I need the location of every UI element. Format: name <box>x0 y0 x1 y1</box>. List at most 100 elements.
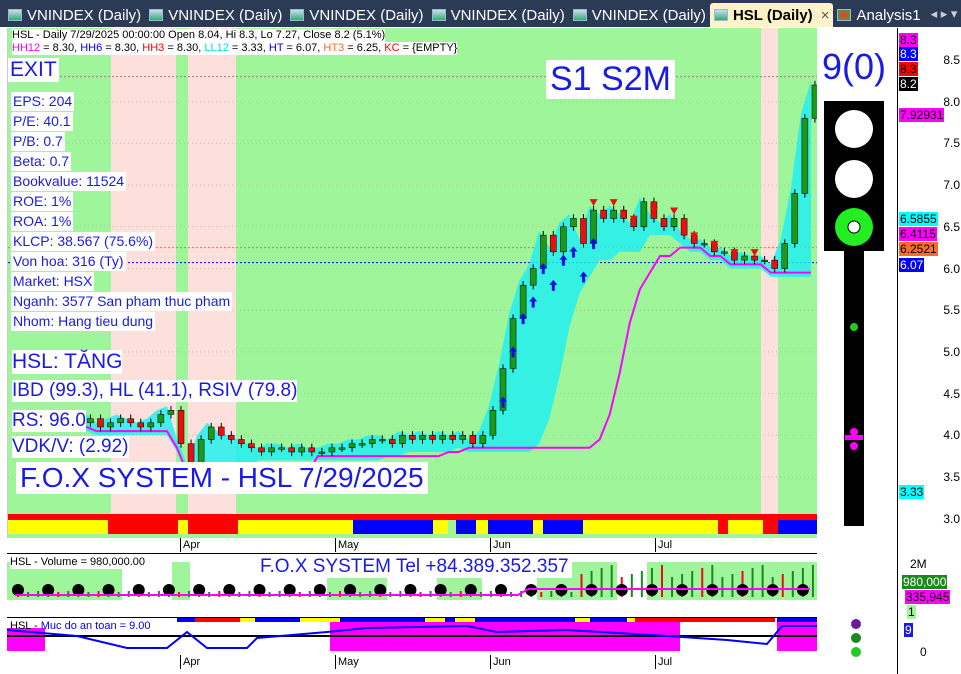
volume-pane: HSL - Volume = 980,000.00 F.O.X SYSTEM T… <box>7 553 817 600</box>
volume-average <box>15 588 810 596</box>
candle <box>801 118 809 194</box>
fundamental-item: EPS: 204 <box>11 92 75 111</box>
tab-5[interactable]: HSL (Daily) × <box>709 3 834 27</box>
candle <box>610 209 617 219</box>
candle <box>620 209 627 219</box>
pole-dot-icon <box>850 323 858 331</box>
candle <box>751 255 758 261</box>
safety-color-bar <box>255 618 300 622</box>
price-tick: 4.5 <box>943 386 960 401</box>
candle <box>318 451 326 454</box>
safety-color-bar <box>455 618 475 622</box>
safety-axis-0: 0 <box>920 645 927 659</box>
indicator-name: KC <box>384 42 400 54</box>
candle <box>207 426 215 440</box>
signal-bar-segment <box>778 520 817 534</box>
candle <box>721 251 728 254</box>
volume-marker <box>313 584 326 596</box>
volume-avg-tag: 335,945 <box>905 590 951 604</box>
tab-4[interactable]: VNINDEX (Daily) <box>569 3 710 27</box>
fundamental-item: Beta: 0.7 <box>11 152 72 171</box>
indicator-value: = {EMPTY} <box>399 42 458 54</box>
tab-6[interactable]: Analysis1 <box>833 3 924 27</box>
tab-0[interactable]: VNINDEX (Daily) <box>4 3 145 27</box>
buy-arrow-icon <box>519 313 528 325</box>
buy-arrow-icon <box>579 271 588 283</box>
candle <box>459 435 466 440</box>
candle <box>449 435 456 440</box>
traffic-light-panel: 9(0) <box>817 28 897 538</box>
buy-arrow-icon <box>569 246 578 258</box>
safety-color-bar <box>627 618 635 622</box>
signal-bar-segment <box>353 520 433 534</box>
tab-label: HSL (Daily) <box>732 6 813 24</box>
price-chart[interactable]: HSL - Daily 7/29/2025 00:00:00 Open 8.04… <box>7 28 817 538</box>
volume-axis-2m: 2M <box>910 557 927 571</box>
price-plot <box>8 28 817 534</box>
indicator-name: LL12 <box>204 42 229 54</box>
volume-marker <box>464 584 477 596</box>
candle <box>147 422 155 428</box>
candle <box>811 84 817 119</box>
system-title: F.O.X SYSTEM - HSL 7/29/2025 <box>16 462 428 494</box>
candle <box>781 243 788 269</box>
axis-line <box>897 28 898 674</box>
candle <box>97 418 104 428</box>
price-tick: 7.5 <box>943 136 960 151</box>
traffic-light-pole <box>844 250 864 526</box>
pole-dot-icon <box>850 442 858 450</box>
vdk-text: VDK/V: (2.92) <box>12 436 129 458</box>
price-tag: 6.5855 <box>899 212 938 226</box>
month-label: Jul <box>655 655 672 669</box>
indicator-value: = 6.07, <box>283 42 324 54</box>
safety-color-bar <box>575 618 590 622</box>
price-tag: 6.2521 <box>899 242 938 256</box>
volume-marker <box>404 584 417 596</box>
signal-bar-segment <box>433 520 448 534</box>
candle <box>117 418 124 424</box>
candle <box>560 226 567 253</box>
month-label: Jun <box>490 655 511 669</box>
price-tick: 5.0 <box>943 344 960 359</box>
safety-color-bar <box>475 618 575 622</box>
tab-label: VNINDEX (Daily) <box>591 6 706 24</box>
fundamental-item: Market: HSX <box>11 272 95 291</box>
candle <box>228 435 235 440</box>
price-tick: 6.5 <box>943 219 960 234</box>
price-tick: 6.0 <box>943 261 960 276</box>
volume-marker <box>374 584 387 596</box>
price-tick: 8.0 <box>943 94 960 109</box>
light-yellow-off-icon <box>835 160 873 198</box>
signal-bar-segment <box>543 520 583 534</box>
safety-color-bar <box>195 618 240 622</box>
ratings-text: IBD (99.3), HL (41.1), RSIV (79.8) <box>12 380 298 402</box>
candle <box>389 439 396 444</box>
fundamental-item: KLCP: 38.567 (75.6%) <box>11 232 156 251</box>
safety-color-bar <box>445 618 455 622</box>
indicator-value: = 8.30, <box>40 42 81 54</box>
safety-zone <box>7 628 45 651</box>
tab-2[interactable]: VNINDEX (Daily) <box>286 3 427 27</box>
signal-bar-segment <box>178 520 188 534</box>
safety-color-bar <box>300 618 340 622</box>
tab-label: VNINDEX (Daily) <box>27 6 142 24</box>
tab-1[interactable]: VNINDEX (Daily) <box>145 3 286 27</box>
price-tag: 6.4115 <box>899 227 937 241</box>
buy-arrow-icon <box>539 263 548 275</box>
signal-bar-top <box>8 514 817 520</box>
tab-nav-arrows-icon[interactable]: ◂ ▸ ▾ <box>930 6 958 21</box>
volume-title: F.O.X SYSTEM Tel +84.389.352.357 <box>257 556 572 578</box>
sell-arrow-icon <box>609 199 618 207</box>
volume-zone <box>172 562 190 600</box>
exit-label: EXIT <box>8 58 59 82</box>
safety-color-bar <box>240 618 255 622</box>
candle <box>469 435 477 444</box>
volume-marker <box>253 584 266 596</box>
volume-marker <box>344 584 357 596</box>
tab-3[interactable]: VNINDEX (Daily) <box>428 3 569 27</box>
close-tab-icon[interactable]: × <box>820 6 830 24</box>
candle <box>167 410 175 415</box>
month-label: May <box>335 538 359 552</box>
volume-marker <box>434 584 447 596</box>
price-tag: 8.3 <box>899 62 918 76</box>
